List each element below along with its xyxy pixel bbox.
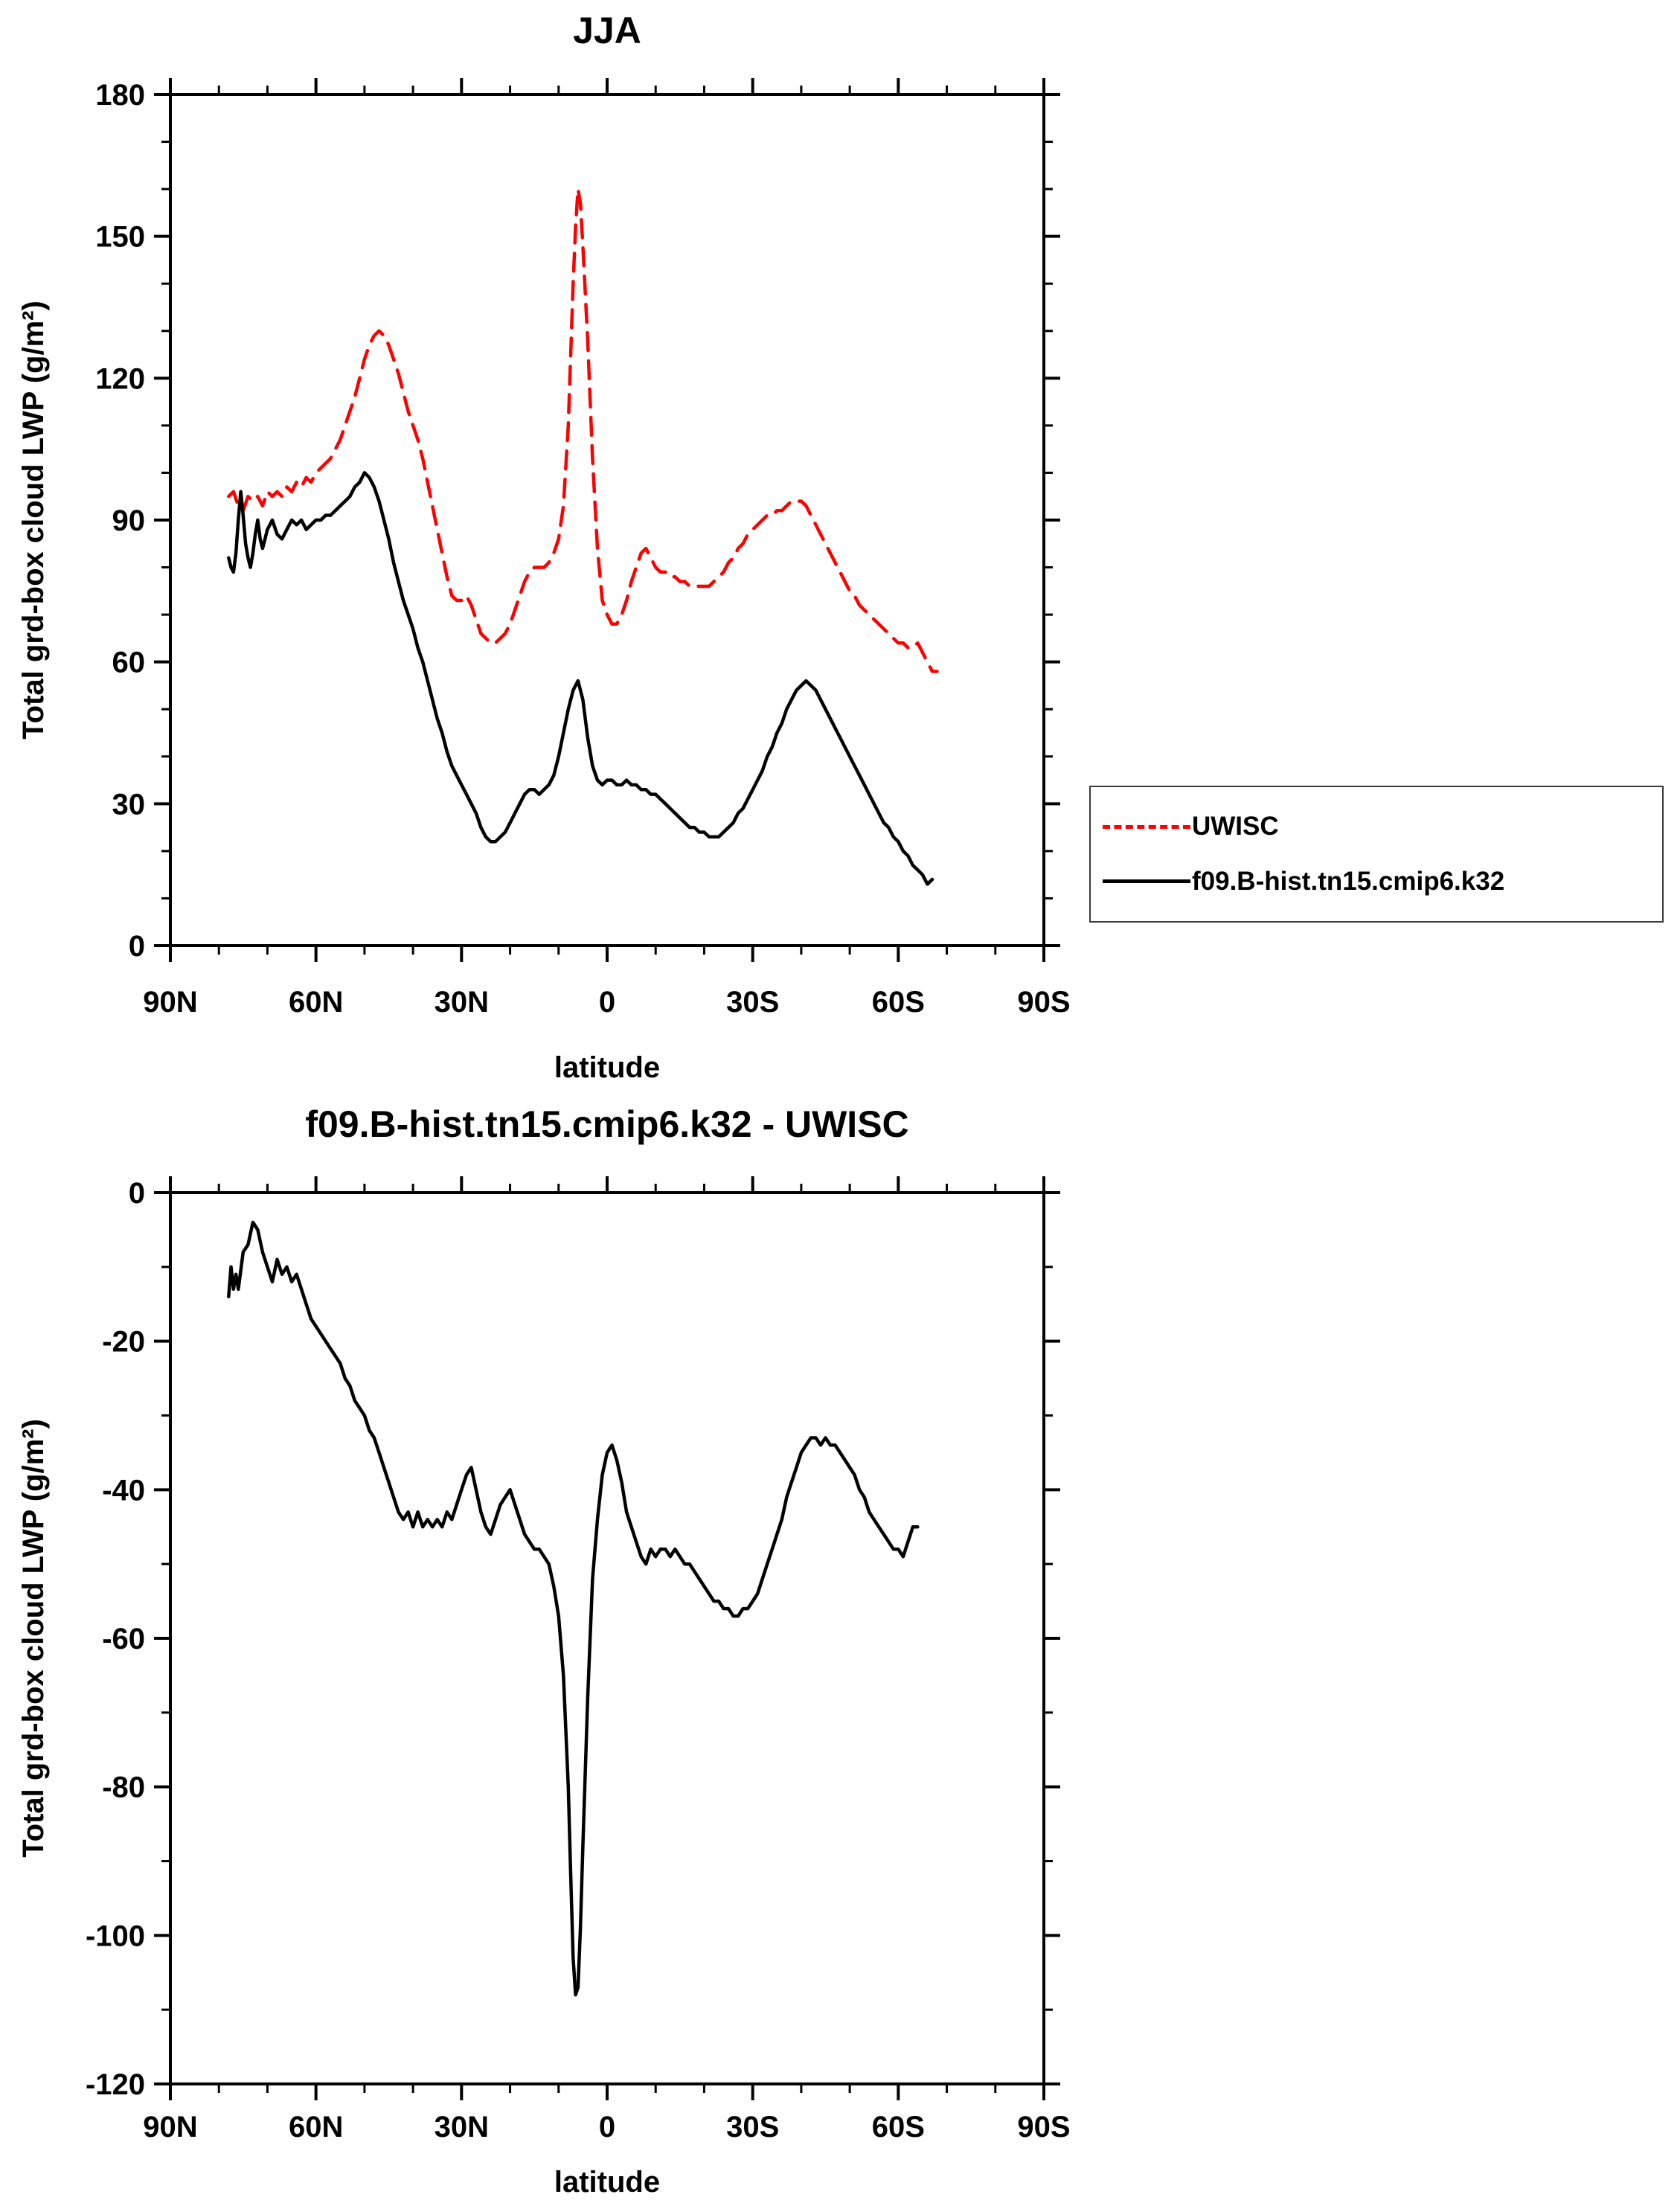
x-tick-label: 90S bbox=[1017, 2111, 1070, 2143]
y-tick-label: 90 bbox=[112, 504, 146, 537]
x-tick-label: 90N bbox=[143, 986, 197, 1019]
series-f09-b-hist-tn15-cmip6-k32-uwisc bbox=[227, 1220, 920, 1997]
y-tick-label: -120 bbox=[86, 2068, 145, 2101]
legend: UWISC f09.B-hist.tn15.cmip6.k32 bbox=[1089, 786, 1664, 923]
y-tick-label: 30 bbox=[112, 788, 146, 821]
x-tick-label: 30S bbox=[726, 2111, 779, 2143]
y-tick-label: 0 bbox=[129, 1177, 145, 1210]
chart-title: f09.B-hist.tn15.cmip6.k32 - UWISC bbox=[305, 1103, 908, 1145]
y-tick-label: 0 bbox=[129, 930, 145, 963]
y-tick-label: 150 bbox=[95, 221, 145, 254]
x-tick-label: 90N bbox=[143, 2111, 197, 2143]
x-tick-label: 30N bbox=[435, 986, 489, 1019]
y-tick-label: -40 bbox=[102, 1474, 145, 1507]
y-tick-label: -20 bbox=[102, 1326, 145, 1359]
x-tick-label: 0 bbox=[599, 2111, 615, 2143]
x-tick-label: 60N bbox=[289, 2111, 343, 2143]
x-tick-label: 30N bbox=[435, 2111, 489, 2143]
bottom-chart: 90N 60N 30N 0 30S 60S 90S -120 -100 -80 -60 -40 -20 0… bbox=[17, 1103, 1071, 2199]
x-tick-label: 60N bbox=[289, 986, 343, 1019]
top-chart: 90N 60N 30N 0 30S 60S 90S 0 30 60 90 120 150 180 JJA la… bbox=[17, 10, 1071, 1084]
x-tick-label: 30S bbox=[726, 986, 779, 1019]
legend-label-uwisc: UWISC bbox=[1192, 812, 1279, 841]
y-axis-label: Total grd-box cloud LWP (g/m²) bbox=[17, 301, 50, 740]
x-tick-label: 60S bbox=[872, 2111, 925, 2143]
legend-line-model bbox=[1103, 879, 1190, 884]
chart-title: JJA bbox=[573, 10, 641, 51]
legend-item-model: f09.B-hist.tn15.cmip6.k32 bbox=[1103, 867, 1662, 897]
y-tick-label: -80 bbox=[102, 1771, 145, 1804]
legend-line-uwisc bbox=[1103, 824, 1190, 829]
x-axis-label: latitude bbox=[554, 1051, 660, 1084]
y-tick-label: 180 bbox=[95, 79, 145, 112]
y-tick-label: -100 bbox=[86, 1920, 145, 1952]
series-uwisc bbox=[227, 187, 939, 673]
series-f09-b-hist-tn15-cmip6-k32 bbox=[227, 471, 934, 886]
x-tick-label: 90S bbox=[1017, 986, 1070, 1019]
x-axis-label: latitude bbox=[554, 2166, 660, 2199]
y-tick-label: -60 bbox=[102, 1623, 145, 1655]
y-axis-label: Total grd-box cloud LWP (g/m²) bbox=[17, 1419, 50, 1858]
x-tick-label: 60S bbox=[872, 986, 925, 1019]
legend-item-uwisc: UWISC bbox=[1103, 812, 1662, 841]
x-tick-label: 0 bbox=[599, 986, 615, 1019]
legend-label-model: f09.B-hist.tn15.cmip6.k32 bbox=[1192, 866, 1505, 896]
y-tick-label: 120 bbox=[95, 362, 145, 395]
y-tick-label: 60 bbox=[112, 647, 146, 679]
plot-frame bbox=[169, 1191, 1045, 2085]
